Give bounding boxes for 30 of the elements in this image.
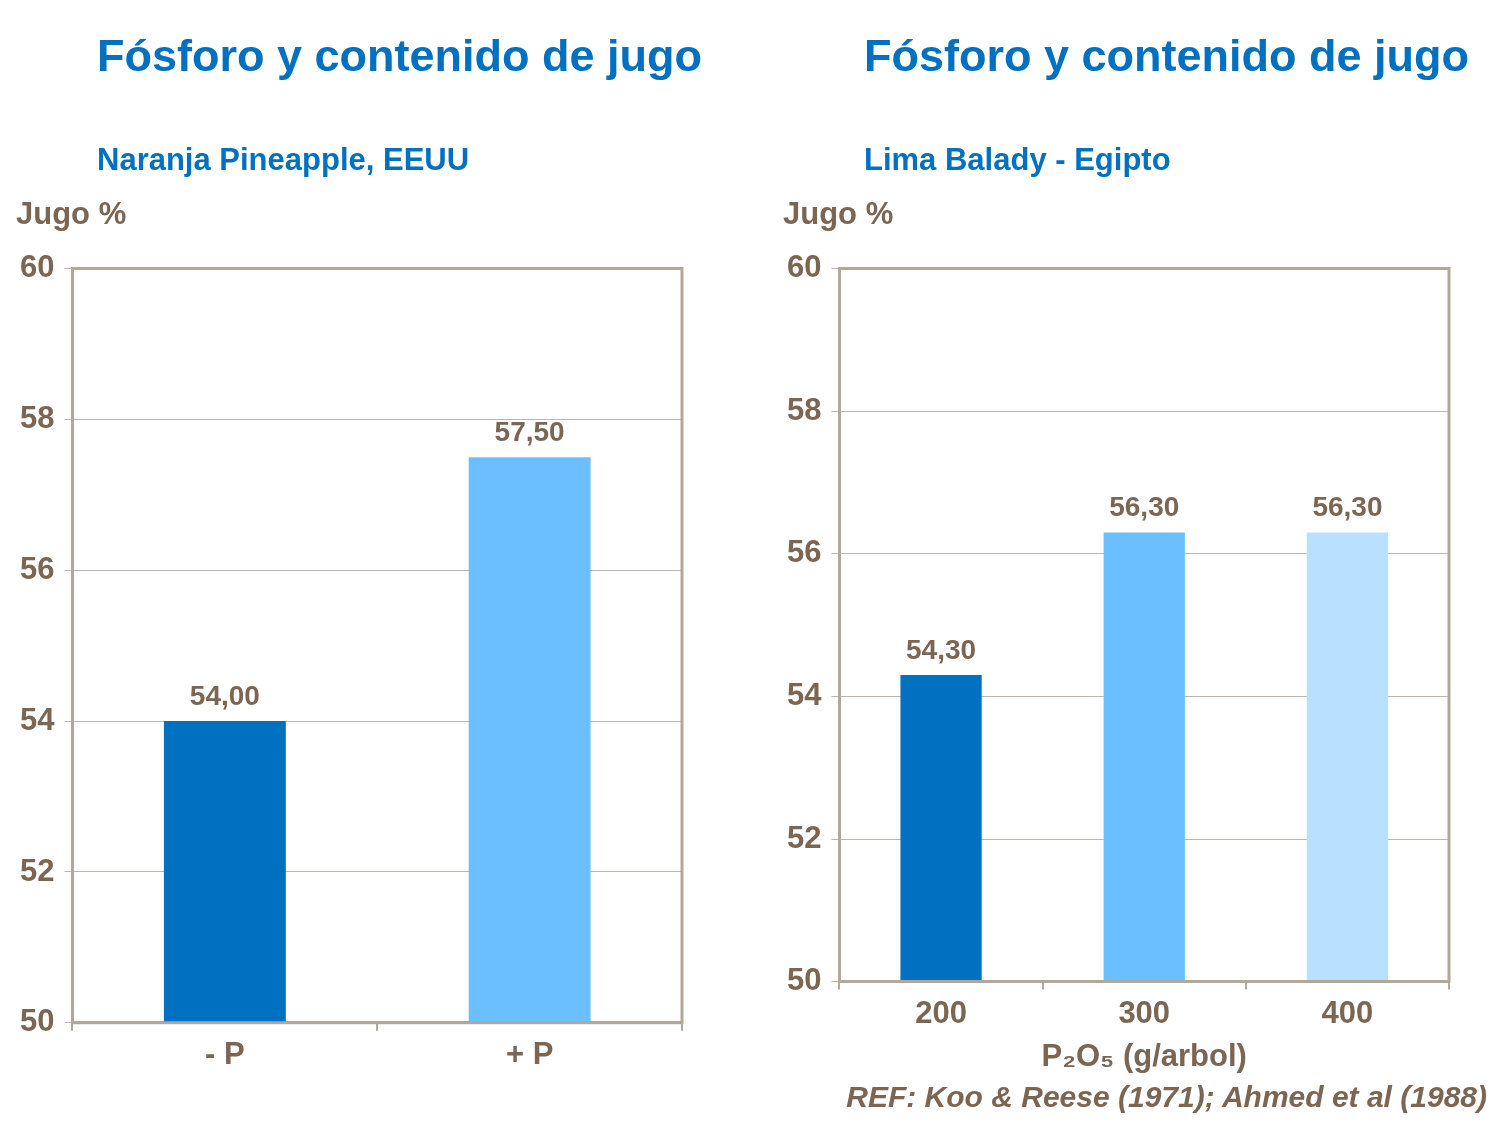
- y-tick-label: 54: [20, 701, 56, 737]
- text: REF: Koo & Reese (1971); Ahmed et al (1988): [846, 1080, 1487, 1114]
- data-label: 54,30: [906, 633, 977, 665]
- chart-title: Fósforo y contenido de jugo: [97, 29, 703, 83]
- data-label: 57,50: [494, 415, 565, 447]
- chart-title: Fósforo y contenido de jugo: [864, 29, 1470, 83]
- data-label: 56,30: [1109, 491, 1180, 523]
- x-tick-label: 300: [1118, 994, 1171, 1030]
- y-tick-label: 58: [20, 399, 55, 435]
- y-tick-label: 56: [787, 534, 822, 570]
- data-label: 54,00: [189, 679, 260, 711]
- y-tick-label: 60: [787, 249, 822, 285]
- y-tick-label: 56: [20, 550, 55, 586]
- x-tick-label: 400: [1321, 994, 1374, 1030]
- y-tick-label: 60: [20, 249, 55, 285]
- x-axis-title: P₂O₅ (g/arbol): [1041, 1037, 1247, 1073]
- x-tick-label: - P: [205, 1035, 245, 1071]
- chart-subtitle: Lima Balady - Egipto: [864, 142, 1171, 178]
- y-tick-label: 52: [787, 819, 822, 855]
- y-tick-label: 54: [787, 676, 823, 712]
- y-tick-label: 52: [20, 852, 55, 888]
- x-tick-label: 200: [915, 994, 967, 1030]
- y-tick-label: 50: [787, 962, 822, 998]
- y-tick-label: 58: [787, 391, 822, 427]
- y-axis-title: Jugo %: [783, 196, 894, 232]
- chart-subtitle: Naranja Pineapple, EEUU: [97, 142, 470, 178]
- y-axis-title: Jugo %: [16, 196, 127, 232]
- y-tick-label: 50: [20, 1003, 55, 1039]
- x-tick-label: + P: [505, 1035, 554, 1071]
- data-label: 56,30: [1312, 491, 1383, 523]
